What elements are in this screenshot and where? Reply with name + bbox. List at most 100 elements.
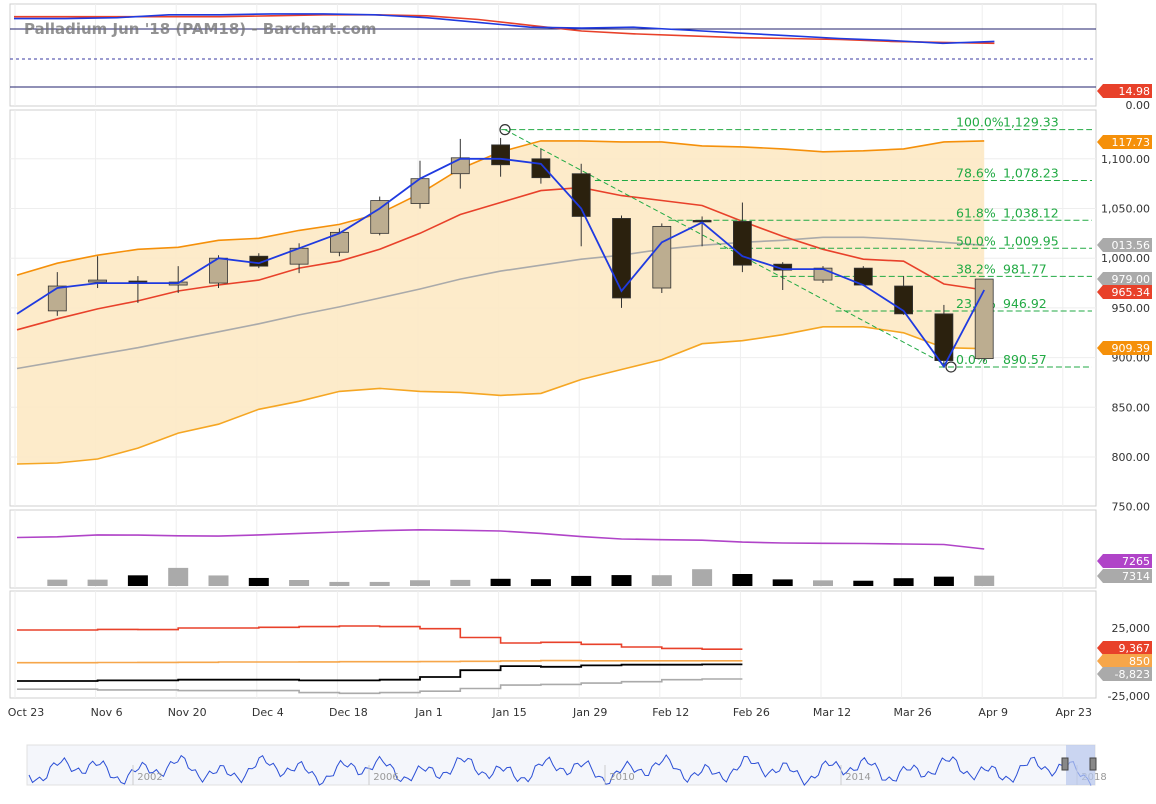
volume-tag-vol-box (1097, 569, 1152, 583)
fib-anchor-low (945, 361, 957, 373)
candle-body (370, 200, 390, 234)
top-blue-line (14, 13, 995, 45)
price-value-tag: 909.39 (1112, 342, 1151, 355)
candle-body (88, 279, 107, 283)
ma-blue-line (16, 157, 985, 369)
price-y-tick: 1,000.00 (1101, 252, 1150, 265)
navigator-handle-left[interactable] (1061, 757, 1069, 771)
fib-anchor-high (499, 124, 511, 136)
ma-gray-line (16, 236, 985, 370)
navigator-year-label: 2006 (373, 772, 398, 783)
x-tick-label: Feb 12 (652, 706, 689, 719)
volume-bar (87, 579, 108, 586)
x-tick-label: Jan 1 (414, 706, 442, 719)
volume-bar (813, 580, 833, 586)
candle-body (531, 158, 551, 179)
open-interest-line (16, 528, 985, 550)
candle-body (491, 144, 511, 166)
x-tick-label: Apr 9 (978, 706, 1008, 719)
panel-frame-2 (9, 509, 1097, 589)
volume-bar (208, 575, 229, 586)
volume-bar (651, 575, 672, 586)
fib-level-value: 1,078.23 (1003, 165, 1059, 180)
price-value-tag-box (1097, 272, 1152, 286)
x-tick-label: Dec 18 (329, 706, 368, 719)
cot-gray-line (17, 678, 743, 695)
volume-bar (853, 580, 874, 586)
volume-bar (732, 574, 753, 586)
cot-value-tag: 850 (1129, 655, 1150, 668)
volume-bar (47, 579, 68, 586)
candle-body (612, 218, 631, 299)
volume-bar (611, 575, 632, 586)
volume-bar (530, 579, 551, 586)
cot-value-tag-box (1097, 641, 1152, 655)
volume-bar (410, 580, 430, 586)
fib-level-label: 38.2% (956, 261, 996, 276)
price-value-tag-box (1097, 135, 1152, 149)
cot-red-line (17, 625, 743, 650)
navigator-year-label: 2014 (845, 772, 870, 783)
volume-bar (289, 580, 310, 586)
fib-level-label: 100.0% (956, 115, 1004, 130)
cot-value-tag: -8,823 (1115, 668, 1150, 681)
price-y-tick: 1,050.00 (1101, 203, 1150, 216)
x-tick-label: Jan 15 (491, 706, 526, 719)
x-tick-label: Mar 26 (893, 706, 931, 719)
cot-y-tick: 25,000 (1112, 622, 1151, 635)
fib-level-label: 78.6% (956, 165, 996, 180)
fib-level-value: 1,009.95 (1003, 233, 1059, 248)
cot-y-tick: -25,000 (1108, 690, 1150, 703)
navigator-handle-right[interactable] (1089, 757, 1097, 771)
top-red-line (14, 14, 995, 45)
cot-value-tag: 9,367 (1119, 642, 1151, 655)
price-value-tag: 965.34 (1112, 286, 1151, 299)
volume-bar (168, 567, 189, 586)
cot-value-tag-box (1097, 667, 1152, 681)
volume-bar (127, 575, 148, 586)
x-tick-label: Feb 26 (733, 706, 770, 719)
volume-bar (450, 579, 471, 586)
volume-bar (933, 576, 954, 586)
price-value-tag-box (1097, 341, 1152, 355)
candle-body (571, 173, 591, 217)
price-value-tag: 117.73 (1112, 136, 1151, 149)
fib-level-value: 946.92 (1003, 296, 1047, 311)
price-value-tag: 979.00 (1112, 273, 1151, 286)
volume-tag-oi: 7265 (1122, 555, 1150, 568)
x-tick-label: Oct 23 (8, 706, 45, 719)
candle-body (934, 313, 954, 361)
fib-level-value: 890.57 (1003, 352, 1047, 367)
band-lower-line (16, 326, 985, 465)
volume-bar (692, 569, 713, 586)
panel-frame-0 (9, 3, 1097, 107)
fib-level-value: 1,038.12 (1003, 205, 1059, 220)
fib-level-label: 61.8% (956, 205, 996, 220)
candle-body (894, 285, 913, 315)
candle-body (652, 225, 672, 289)
chart-title: Palladium Jun '18 (PAM18) - Barchart.com (24, 20, 377, 38)
price-value-tag: 013.56 (1112, 239, 1151, 252)
price-y-tick: 950.00 (1112, 302, 1151, 315)
cot-black-line (17, 663, 743, 682)
navigator-year-label: 2002 (137, 772, 162, 783)
x-tick-label: Nov 20 (168, 706, 207, 719)
x-tick-label: Jan 29 (572, 706, 607, 719)
volume-bar (974, 575, 995, 586)
price-y-tick: 850.00 (1112, 401, 1151, 414)
volume-bar (571, 575, 592, 586)
volume-bar (369, 581, 390, 586)
volume-bar (490, 578, 511, 586)
cot-orange-line (17, 659, 743, 664)
candle-body (813, 267, 833, 281)
x-tick-label: Nov 6 (91, 706, 123, 719)
top-y-tick: 0.00 (1126, 99, 1151, 112)
candle-body (733, 221, 752, 266)
candle-body (450, 157, 470, 175)
price-y-tick: 1,100.00 (1101, 153, 1150, 166)
volume-tag-oi-box (1097, 554, 1152, 568)
fib-level-value: 981.77 (1003, 261, 1047, 276)
volume-bar (772, 579, 793, 586)
navigator-line (28, 754, 1092, 786)
